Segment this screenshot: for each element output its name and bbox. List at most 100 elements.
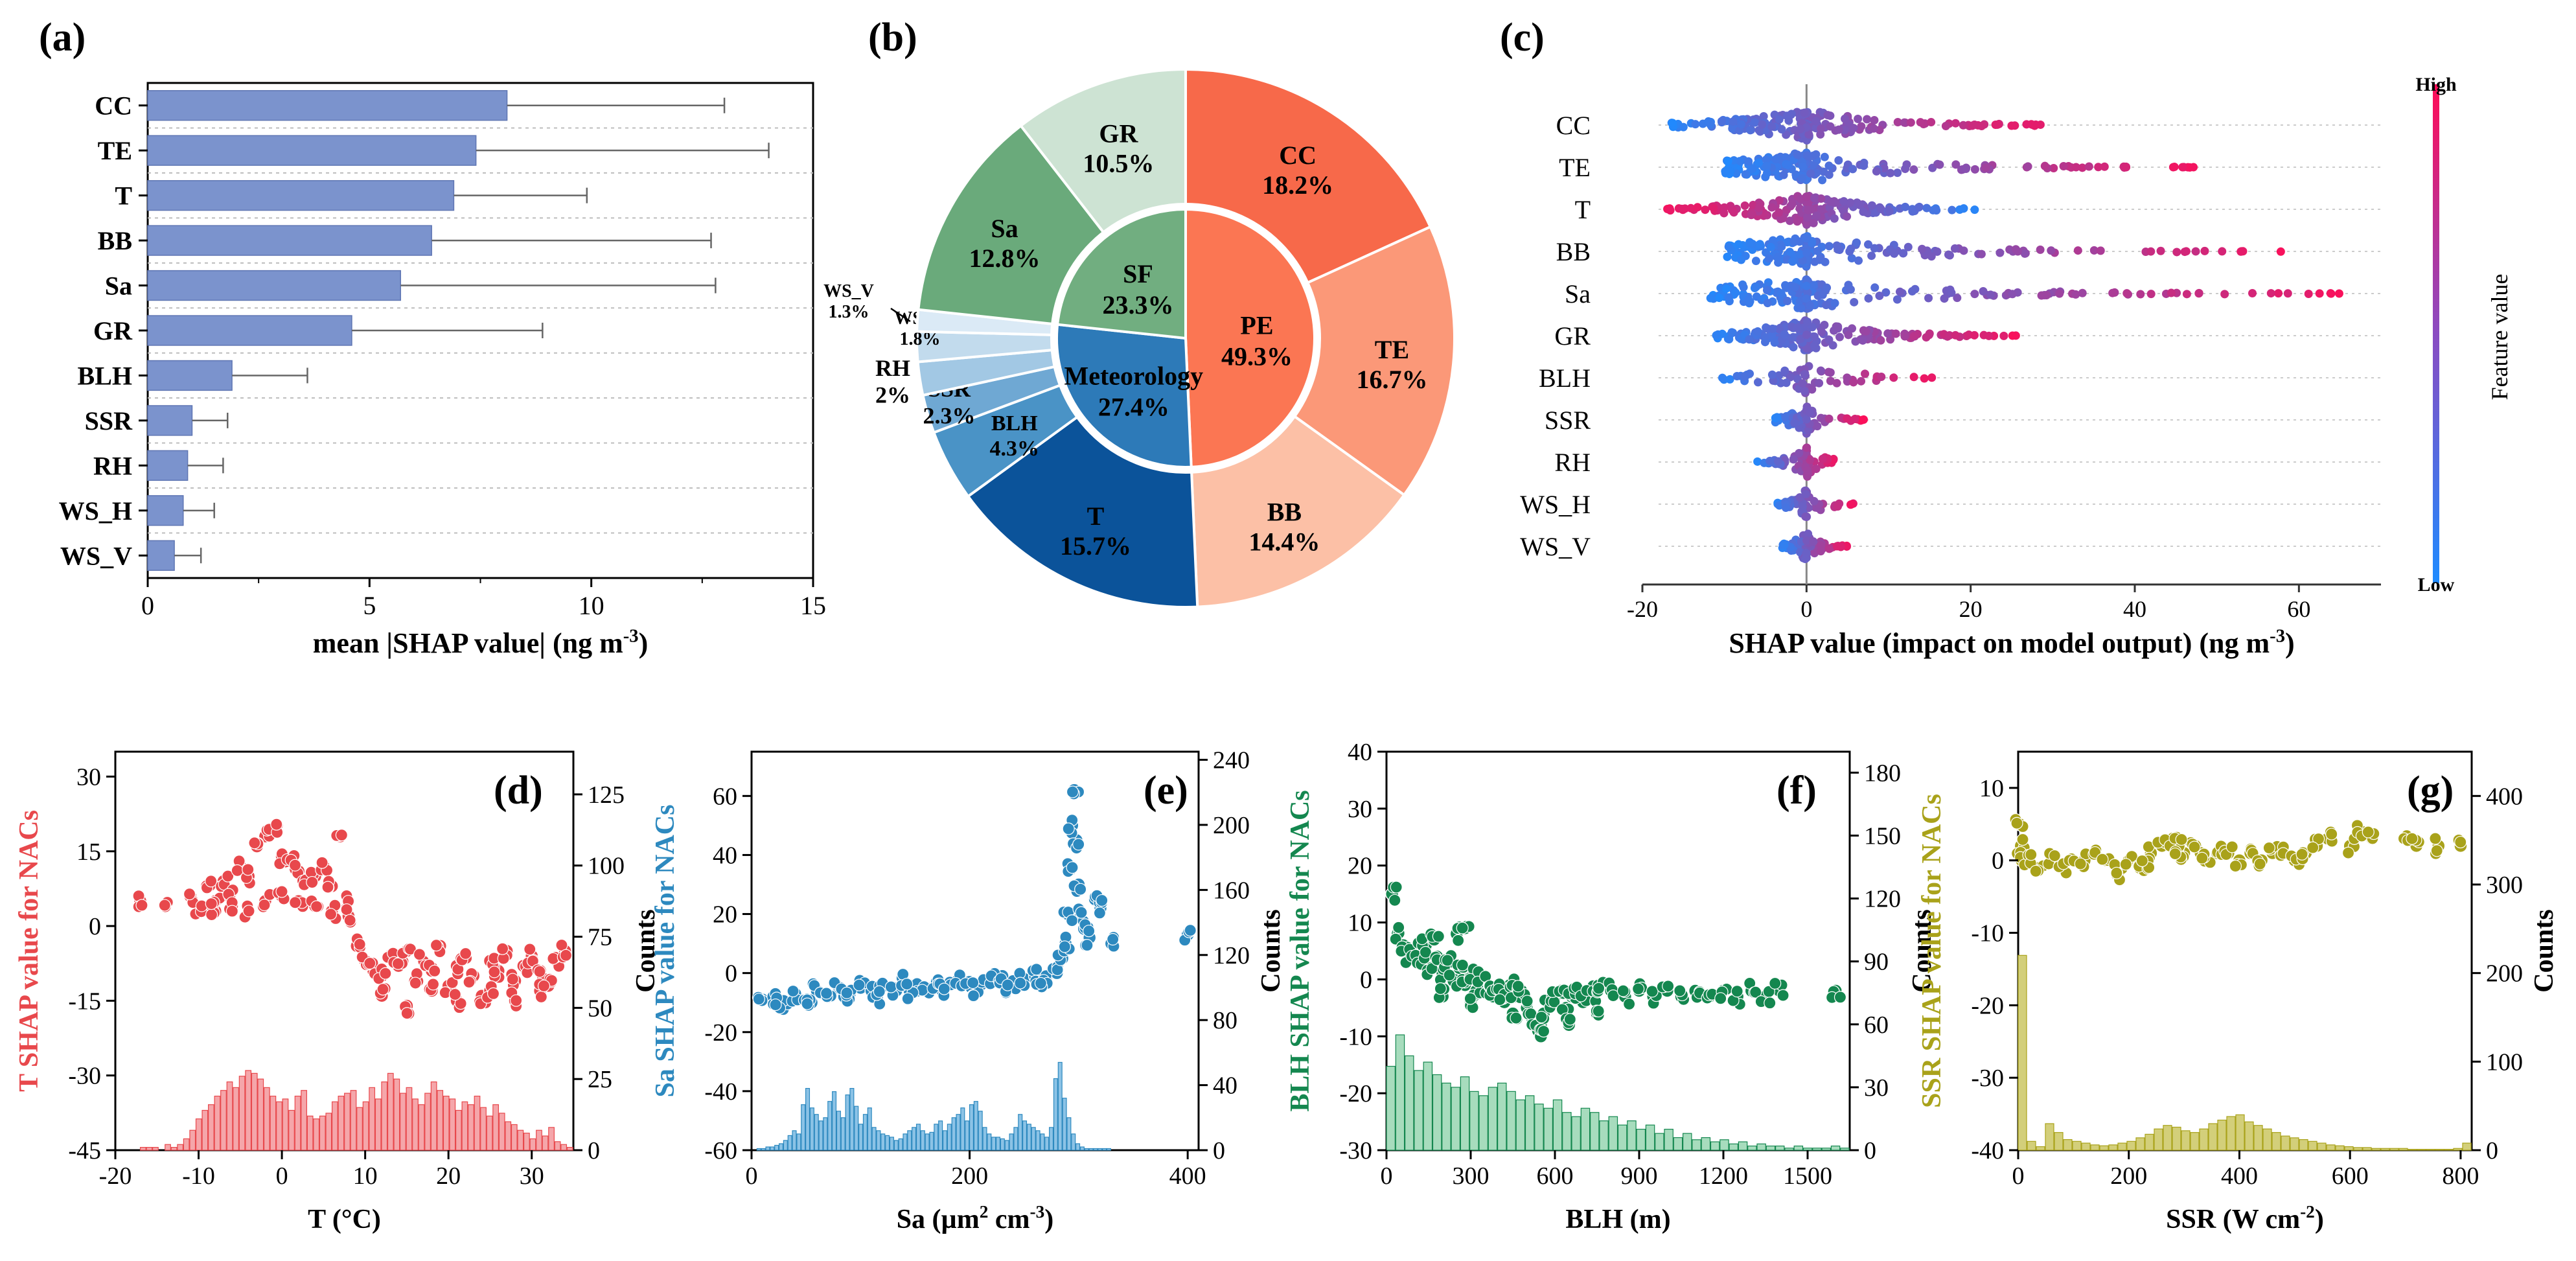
scatter-point-d xyxy=(353,938,366,951)
scatter-point-f xyxy=(1662,980,1675,993)
category-label-T: T xyxy=(115,181,132,211)
shap-point-T xyxy=(1793,217,1802,226)
hist-bar-d xyxy=(505,1121,512,1151)
ytick-label-d: -30 xyxy=(68,1063,101,1090)
hist-bar-e xyxy=(1062,1098,1067,1151)
shap-point-Sa xyxy=(2136,290,2145,299)
hist-bar-e xyxy=(858,1124,864,1151)
scatter-point-f xyxy=(1493,993,1506,1006)
hist-bar-g xyxy=(2054,1132,2064,1151)
shap-point-BB xyxy=(1766,242,1775,251)
category-label-BB: BB xyxy=(98,226,132,255)
hist-bar-g xyxy=(2271,1132,2281,1151)
x-axis-label-a-xlabel_sup: -3 xyxy=(623,626,639,646)
ytick-label-f: 20 xyxy=(1348,853,1372,880)
xtick-label-c: 0 xyxy=(1800,596,1812,622)
y2tick-label-g: 0 xyxy=(2486,1137,2498,1164)
shap-point-T xyxy=(1666,206,1675,215)
shap-point-TE xyxy=(2178,163,2187,172)
shap-point-Sa xyxy=(1940,294,1949,303)
hist-bar-e xyxy=(960,1107,965,1151)
hist-bar-d xyxy=(282,1098,289,1151)
hist-bar-e xyxy=(920,1130,925,1151)
hist-bar-d xyxy=(455,1109,462,1151)
scatter-point-e xyxy=(787,984,799,998)
shap-point-T xyxy=(1802,213,1811,222)
hist-bar-e xyxy=(915,1124,921,1151)
shap-point-Sa xyxy=(1802,294,1811,303)
shap-point-CC xyxy=(2036,120,2045,129)
shap-point-BB xyxy=(1890,249,1899,258)
hist-bar-g xyxy=(2090,1144,2100,1151)
scatter-point-d xyxy=(409,977,422,989)
scatter-point-f xyxy=(1592,1004,1605,1017)
scatter-point-f xyxy=(1390,881,1403,894)
ytick-label-g: 10 xyxy=(1979,775,2004,802)
ytick-label-g: -40 xyxy=(1971,1137,2004,1164)
hist-bar-e xyxy=(840,1117,845,1151)
scatter-point-g xyxy=(2406,832,2419,845)
pie-value-RH: 2% xyxy=(875,382,910,408)
hist-bar-d xyxy=(294,1095,301,1151)
shap-point-BB xyxy=(2180,248,2189,257)
shap-point-GR xyxy=(1848,324,1857,333)
scatter-point-d xyxy=(413,948,426,961)
hist-bar-e xyxy=(1022,1120,1028,1151)
hist-bar-g xyxy=(2072,1140,2082,1151)
hist-bar-f xyxy=(1386,1065,1396,1151)
scatter-point-e xyxy=(1075,906,1088,919)
xtick-label-a: 5 xyxy=(363,591,376,620)
shap-point-CC xyxy=(1777,125,1786,134)
shap-point-CC xyxy=(1782,111,1791,121)
hist-bar-f xyxy=(1627,1120,1637,1151)
scatter-point-e xyxy=(1093,907,1107,920)
scatter-point-d xyxy=(275,885,288,898)
pie-label-RH: RH xyxy=(875,355,910,381)
hist-bar-e xyxy=(765,1146,770,1151)
scatter-point-g xyxy=(2135,854,2148,868)
shap-point-BLH xyxy=(1740,372,1749,381)
ytick-label-d: 30 xyxy=(76,763,101,791)
shap-point-Sa xyxy=(2315,289,2324,298)
hist-bar-f xyxy=(1552,1099,1563,1151)
colorbar-low-label: Low xyxy=(2418,574,2455,596)
scatter-point-d xyxy=(506,973,519,986)
panel-letter-d: (d) xyxy=(494,769,543,813)
ytick-label-e: -40 xyxy=(704,1078,737,1105)
shap-point-GR xyxy=(1883,329,1892,338)
scatter-point-f xyxy=(1452,934,1465,947)
hist-bar-d xyxy=(288,1109,295,1151)
shap-point-GR xyxy=(1820,320,1829,329)
shap-point-Sa xyxy=(2248,289,2257,298)
xtick-label-g: 400 xyxy=(2221,1163,2258,1190)
scatter-point-d xyxy=(379,967,392,980)
shap-point-BB xyxy=(1903,242,1913,251)
x-axis-label-g-xlabel_end: ) xyxy=(2315,1205,2324,1234)
scatter-point-d xyxy=(316,856,328,869)
scatter-point-g xyxy=(2454,835,2467,849)
shap-point-BLH xyxy=(1927,373,1937,382)
scatter-point-g xyxy=(2119,858,2132,871)
shap-point-TE xyxy=(1762,155,1771,164)
shap-point-BB xyxy=(1950,244,1959,253)
hist-bar-f xyxy=(1590,1112,1600,1151)
panel-e-scatter-hist: 0 200 400 -60 -40 -20 0 20 40 60 0 40 80 120 160 200 240… xyxy=(650,747,1286,1234)
shap-point-Sa xyxy=(2122,289,2132,298)
scatter-point-d xyxy=(248,837,261,850)
category-label-RH: RH xyxy=(93,451,132,480)
hist-bar-e xyxy=(893,1140,899,1151)
shap-point-RH xyxy=(1818,454,1827,463)
shap-point-RH xyxy=(1803,466,1812,475)
feature-label-BB: BB xyxy=(1556,237,1591,266)
panel-c-beeswarm-plot: CC TE T BB Sa GR BLH SSR RH WS_H WS_V -20 0 20 40 60 SHA… xyxy=(1520,74,2513,659)
shap-point-TE xyxy=(1981,163,1990,172)
hist-bar-f xyxy=(1655,1133,1664,1151)
shap-point-BB xyxy=(2276,247,2285,256)
hist-bar-f xyxy=(1395,1034,1405,1151)
scatter-point-g xyxy=(2175,833,2188,846)
shap-point-GR xyxy=(1803,318,1812,327)
hist-bar-e xyxy=(951,1117,956,1151)
shap-point-CC xyxy=(1900,118,1909,127)
shap-point-Sa xyxy=(1715,294,1724,303)
hist-bar-g xyxy=(2199,1128,2209,1151)
